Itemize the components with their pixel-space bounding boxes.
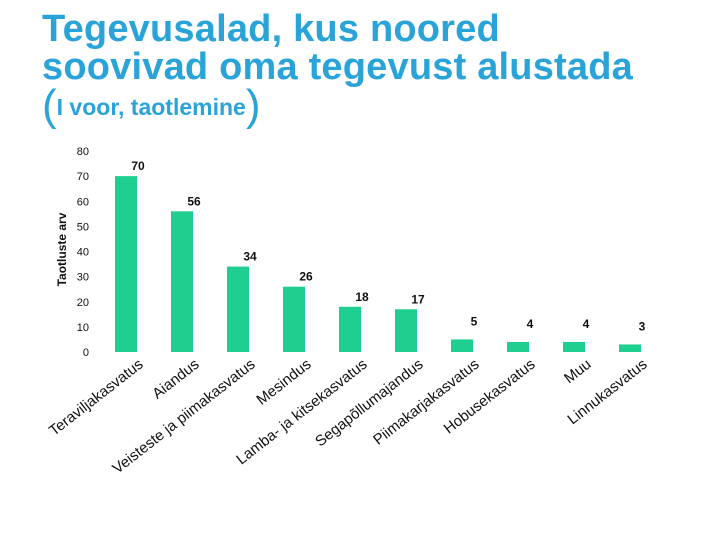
y-tick-label: 80 — [77, 146, 89, 158]
bar-value-label: 17 — [411, 292, 425, 306]
bar — [115, 176, 137, 352]
bar-value-label: 4 — [583, 317, 590, 331]
bar — [283, 286, 305, 352]
bar — [563, 341, 585, 352]
y-tick-label: 40 — [77, 247, 89, 259]
bar-value-label: 18 — [355, 290, 369, 304]
chart-title: Tegevusalad, kus noored soovivad oma teg… — [42, 10, 712, 129]
bar-value-label: 5 — [471, 314, 478, 328]
category-label: Piimakarjakasvatus — [370, 356, 482, 449]
bar-value-label: 34 — [243, 250, 257, 264]
y-tick-label: 50 — [77, 221, 89, 233]
subtitle-text: I voor, taotlemine — [56, 94, 246, 120]
y-tick-label: 70 — [77, 171, 89, 183]
bar-value-label: 70 — [131, 159, 145, 173]
category-label: Muu — [561, 356, 594, 387]
subtitle-paren-close: ) — [245, 81, 261, 130]
bar — [227, 266, 249, 352]
y-tick-label: 20 — [77, 297, 89, 309]
bars — [115, 176, 641, 352]
bar — [171, 211, 193, 352]
y-tick-label: 30 — [77, 272, 89, 284]
bar-value-label: 3 — [639, 319, 646, 333]
category-label: Aiandus — [149, 356, 202, 403]
bar — [619, 344, 641, 352]
bar-value-label: 26 — [299, 270, 313, 284]
chart-subtitle: (I voor, taotlemine) — [42, 84, 712, 129]
y-axis: 0 10 20 30 40 50 60 70 80 — [77, 146, 89, 359]
subtitle-paren-open: ( — [42, 81, 57, 130]
bar — [451, 339, 473, 352]
bar — [507, 341, 529, 352]
y-tick-label: 10 — [77, 322, 89, 334]
bar-value-label: 56 — [187, 194, 201, 208]
category-label: Teraviljakasvatus — [46, 356, 146, 440]
y-tick-label: 60 — [77, 196, 89, 208]
title-line-1: Tegevusalad, kus noored — [42, 8, 500, 50]
bar — [395, 309, 417, 352]
bar-value-labels: 70 56 34 26 18 17 5 4 4 3 — [131, 159, 645, 333]
bar — [339, 306, 361, 352]
y-tick-label: 0 — [83, 347, 89, 359]
title-line-2: soovivad oma tegevust alustada — [42, 46, 633, 88]
bar-value-label: 4 — [527, 317, 534, 331]
y-axis-title: Taotluste arv — [55, 212, 69, 286]
